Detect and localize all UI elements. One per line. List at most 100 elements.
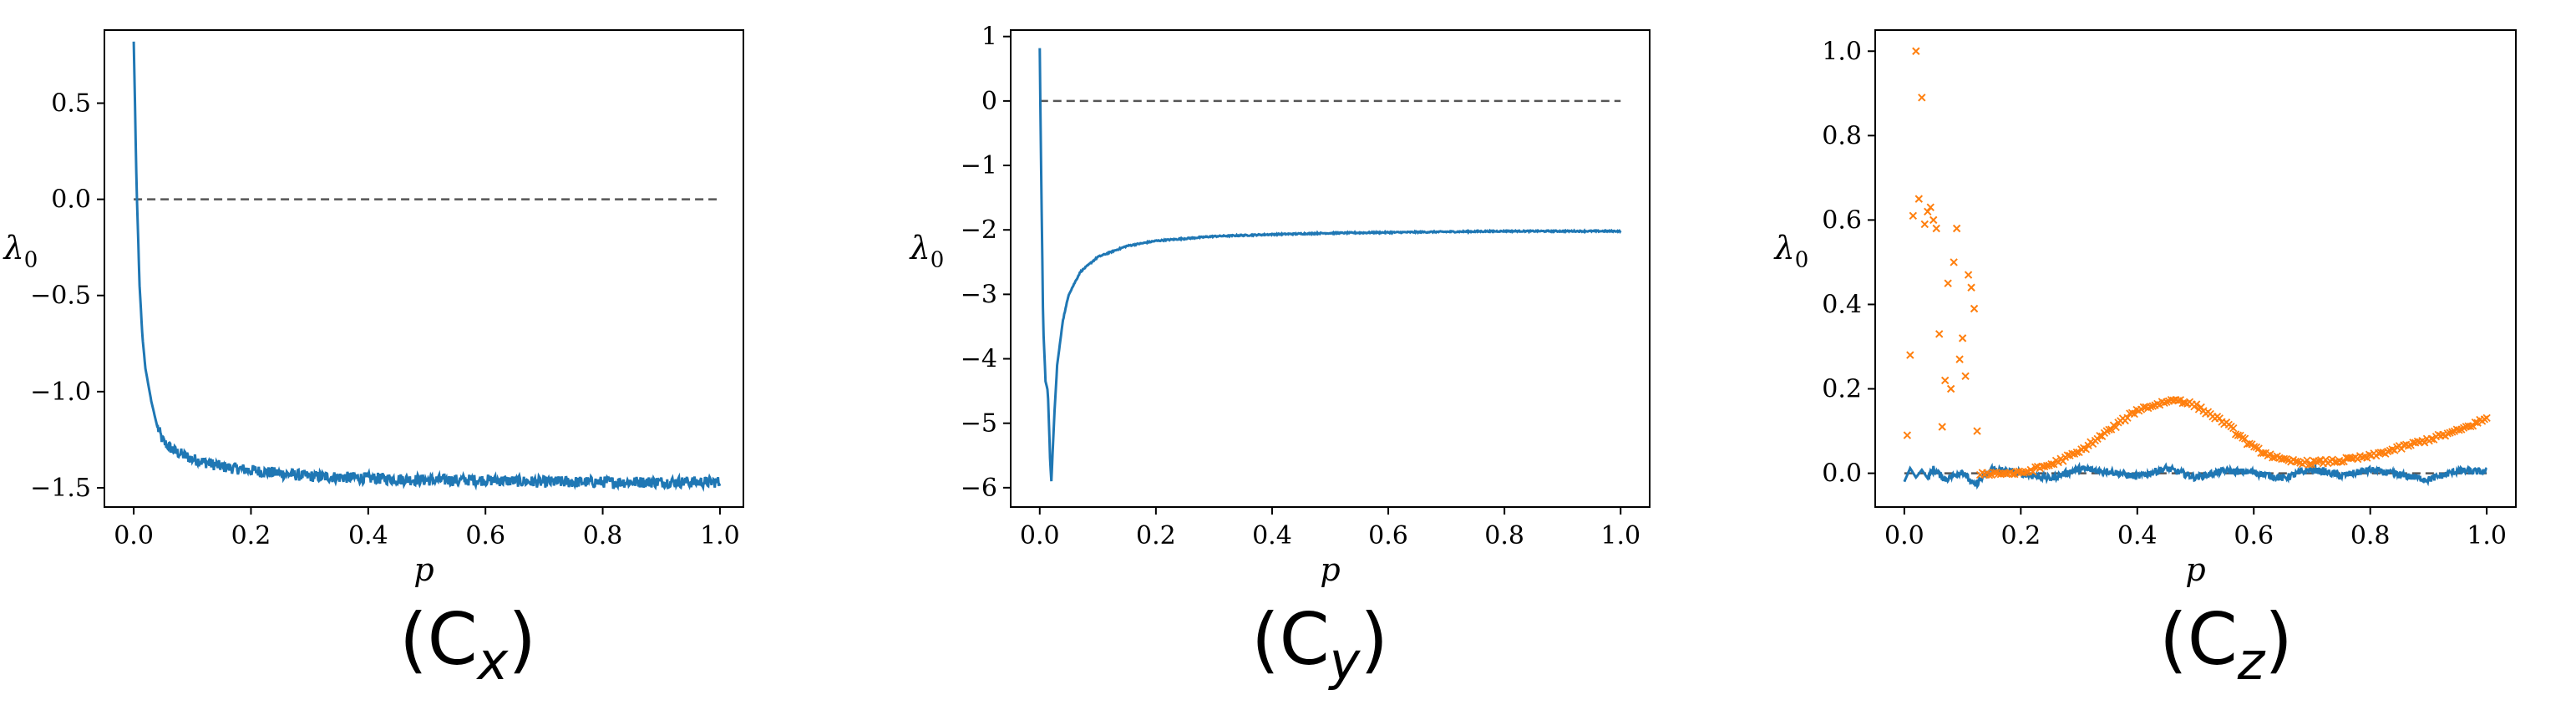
x-axis-label: p [1320,551,1340,588]
data-point [2096,432,2104,440]
data-point [2340,457,2348,466]
y-tick-label: −4 [961,345,997,374]
data-point [2015,467,2024,475]
data-point [2376,449,2385,457]
x-tick-label: 0.0 [1884,521,1924,550]
data-point [1924,207,1932,216]
plot-frame [1010,29,1651,508]
data-point [2388,445,2396,454]
data-point [2269,454,2277,462]
data-point [2383,447,2392,456]
data-point [2084,441,2092,449]
data-point [1950,258,1958,266]
y-tick-label: 0.2 [1822,375,1862,404]
y-tick-label: 0.8 [1822,121,1862,150]
data-point [1935,330,1944,338]
data-point [2063,451,2071,459]
data-point [1955,355,1964,363]
chart-3: 0.0 0.2 0.4 0.6 0.8 1.0 1.0 0.8 0.6 0.4 0.2 0.0 p λ0 (… [1773,29,2517,692]
data-point [1946,384,1955,393]
y-tick-label: −1.5 [30,474,91,503]
y-tick-label: −3 [961,280,997,309]
data-point [2130,409,2138,418]
series-line-1 [132,41,722,492]
series-line-1 [1038,48,1622,482]
plot-frame [1874,29,2517,508]
data-point [2193,400,2201,408]
data-point [2072,448,2081,457]
data-point [2279,454,2289,463]
x-tick-label: 1.0 [2467,521,2507,550]
data-point [2174,397,2183,405]
x-tick-label: 0.4 [348,521,388,550]
x-tick-label: 0.8 [1484,521,1524,550]
data-point [1912,47,1920,55]
y-tick-label: −1 [961,151,997,180]
data-point [1920,220,1929,229]
data-point [2047,459,2056,469]
x-tick-label: 0.8 [583,521,623,550]
data-point [1914,195,1924,203]
data-point [2163,398,2171,406]
data-point [2360,453,2369,461]
x-tick-label: 0.6 [2234,521,2274,550]
y-tick-label: 0.6 [1822,205,1862,235]
x-tick-label: 0.2 [231,521,271,550]
data-point [2082,445,2090,454]
y-axis-label: λ0 [3,230,38,273]
y-tick-label: 0.0 [51,185,91,215]
y-axis-label: λ0 [909,230,945,273]
data-point [1932,224,1940,233]
y-tick-label: 0.5 [51,89,91,118]
y-tick-label: −1.0 [30,378,91,407]
chart-caption: (Cy) [1251,598,1388,692]
data-point [2315,457,2323,465]
data-point [2330,458,2339,466]
data-point [2312,458,2320,466]
data-point [2148,402,2157,410]
y-tick-label: 0 [981,87,997,116]
data-point [1967,283,1975,292]
x-tick-label: 1.0 [1600,521,1640,550]
x-tick-label: 0.2 [1136,521,1176,550]
x-tick-label: 0.2 [2000,521,2041,550]
data-point [2197,403,2205,412]
y-tick-label: −5 [961,409,997,439]
y-tick-label: 0.0 [1822,459,1862,489]
data-point [1926,203,1935,211]
data-point [1970,304,1979,313]
chart-1: 0.0 0.2 0.4 0.6 0.8 1.0 0.5 0.0 −0.5 −1.0 −1.5 p λ0 (… [3,29,744,692]
x-tick-label: 0.4 [1252,521,1292,550]
x-tick-label: 0.6 [1368,521,1408,550]
data-point [2321,455,2330,464]
data-point [1964,271,1973,279]
data-point [2239,434,2247,442]
data-point [2215,414,2224,423]
data-point [1958,334,1967,342]
data-point [1929,216,1938,225]
data-point [2022,468,2031,476]
data-point [2421,439,2429,447]
data-point [1952,224,1961,233]
plot-frame [104,29,744,508]
data-point [1973,427,1981,435]
data-point [2054,458,2062,467]
data-point [1940,376,1950,385]
data-point [2259,449,2268,458]
y-tick-label: 1 [981,23,997,52]
data-point [2231,430,2240,439]
y-axis-label: λ0 [1773,230,1809,273]
x-tick-label: 1.0 [700,521,740,550]
data-point [2404,442,2413,450]
x-axis-label: p [413,551,434,588]
data-point [1906,351,1914,359]
data-point [2250,443,2259,451]
data-point [2146,403,2155,411]
data-point [2234,431,2242,439]
data-point [1918,94,1926,102]
data-point [2468,422,2477,430]
data-point [2042,461,2051,470]
chart-caption: (Cx) [399,598,536,692]
x-tick-label: 0.4 [2117,521,2158,550]
